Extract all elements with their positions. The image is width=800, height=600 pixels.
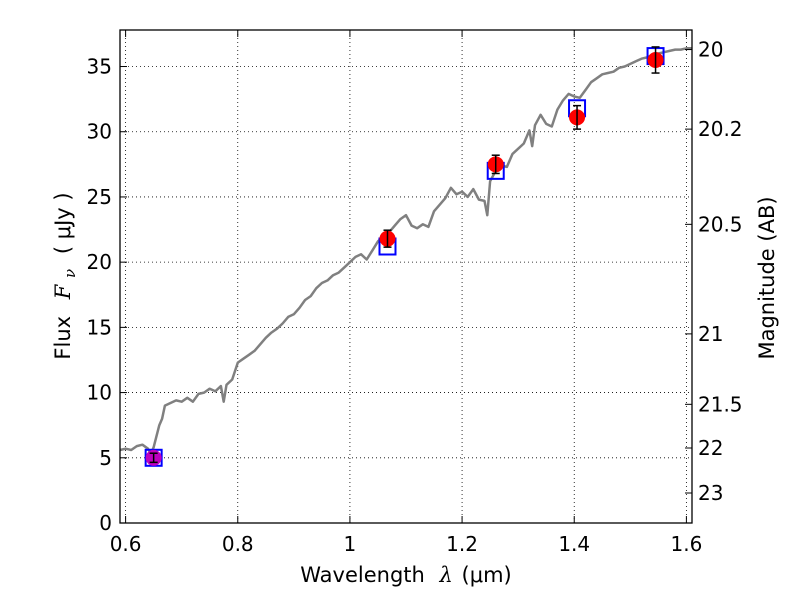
- axis-ticks: 0.6 0.8 1 1.2 1.4 1.6 0 5 10 15 20 25 30 35 20 20.2 20.5…: [87, 30, 743, 556]
- x-axis-label-prefix: Wavelength: [300, 563, 425, 587]
- plot-frame: [119, 29, 693, 524]
- plot-background: [120, 30, 692, 523]
- y-tick-label: 15: [87, 315, 112, 339]
- x-tick-label: 1.4: [558, 532, 590, 556]
- y-tick-label: 35: [87, 55, 112, 79]
- y-tick-label: 0: [99, 511, 112, 535]
- x-axis-label-unit: (μm): [462, 563, 512, 587]
- y-tick-label: 25: [87, 185, 112, 209]
- y-tick-label: 5: [99, 446, 112, 470]
- y-tick-label: 20: [87, 250, 112, 274]
- y-axis-label: Flux F ν ( μJy ): [51, 192, 80, 359]
- secondary-y-tick-label: 21: [698, 322, 723, 346]
- secondary-y-tick-label: 22: [698, 436, 723, 460]
- secondary-y-tick-label: 20: [698, 38, 723, 62]
- y-tick-label: 10: [87, 381, 112, 405]
- x-tick-label: 0.8: [222, 532, 254, 556]
- spectrum-line: [119, 47, 692, 456]
- y-axis-label-subscript: ν: [61, 269, 79, 278]
- secondary-y-tick-label: 21.5: [698, 392, 743, 416]
- x-tick-label: 1.6: [670, 532, 702, 556]
- data-series: [119, 46, 692, 467]
- secondary-y-tick-label: 20.5: [698, 212, 743, 236]
- x-tick-label: 1: [344, 532, 357, 556]
- x-axis-label: Wavelength λ (μm): [300, 563, 511, 587]
- y-axis-label-prefix: Flux: [51, 316, 75, 360]
- x-tick-label: 1.2: [446, 532, 478, 556]
- y-axis-label-symbol: F: [51, 283, 75, 300]
- x-axis-label-symbol: λ: [439, 563, 453, 587]
- y-tick-label: 30: [87, 120, 112, 144]
- secondary-y-tick-label: 23: [698, 481, 723, 505]
- x-tick-label: 0.6: [110, 532, 142, 556]
- y-axis-label-unit: ( μJy ): [51, 192, 75, 254]
- secondary-y-axis-label: Magnitude (AB): [755, 196, 779, 359]
- secondary-y-tick-label: 20.2: [698, 117, 743, 141]
